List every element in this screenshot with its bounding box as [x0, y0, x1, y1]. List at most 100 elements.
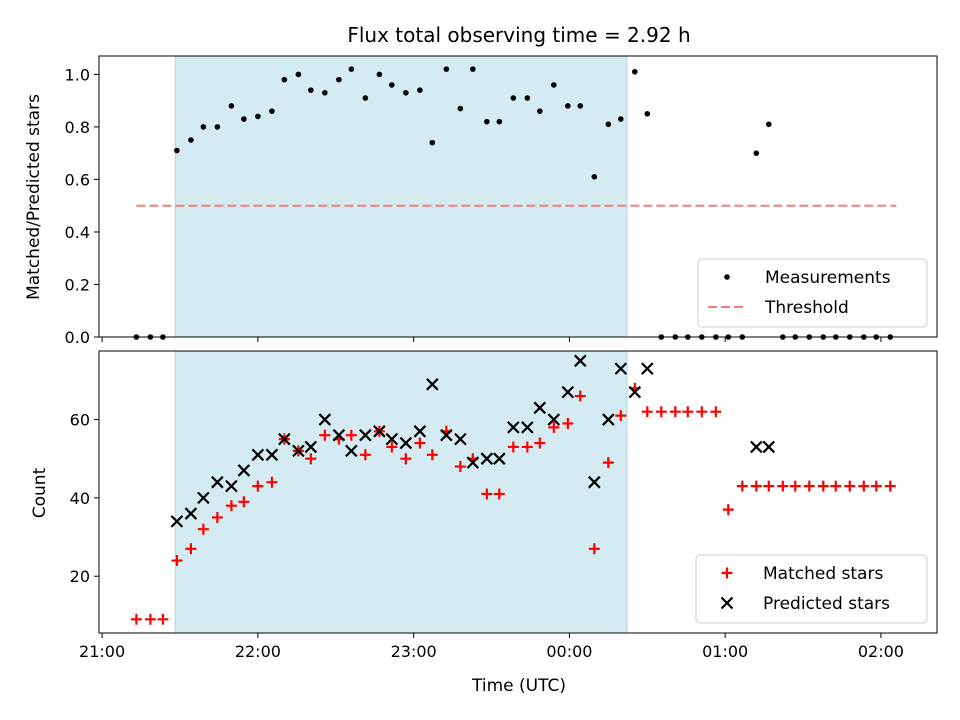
- predicted-star-point: [533, 401, 547, 415]
- measurement-point: [443, 66, 450, 72]
- matched-star-point: [454, 461, 466, 473]
- matched-star-point: [305, 453, 317, 465]
- top-y-tick-label: 1.0: [65, 65, 90, 84]
- matched-star-point: [414, 437, 426, 449]
- matched-star-point: [507, 441, 519, 453]
- matched-star-point: [615, 410, 627, 422]
- matched-star-point: [252, 480, 264, 492]
- legend-matched-marker: [721, 567, 733, 579]
- predicted-star-point: [493, 452, 506, 465]
- predicted-star-point: [184, 507, 198, 520]
- matched-star-point: [144, 613, 156, 625]
- predicted-star-point: [750, 440, 763, 454]
- measurement-point: [753, 150, 760, 156]
- legend-predicted-label: Predicted stars: [763, 594, 890, 614]
- matched-star-point: [386, 441, 398, 453]
- matched-star-point: [722, 504, 734, 516]
- x-tick-label: 01:00: [702, 642, 748, 661]
- matched-star-point: [157, 613, 169, 625]
- matched-star-point: [171, 555, 183, 567]
- matched-star-point: [777, 480, 789, 492]
- x-tick-label: 22:00: [235, 642, 281, 661]
- measurement-point: [429, 139, 436, 146]
- matched-star-point: [225, 500, 237, 512]
- legend-matched-label: Matched stars: [763, 564, 883, 584]
- predicted-star-point: [561, 385, 575, 399]
- legend-predicted-marker: [720, 596, 734, 610]
- measurement-point: [524, 95, 531, 101]
- top-plot-frame: [98, 55, 938, 338]
- matched-star-point: [710, 406, 722, 418]
- measurement-point: [281, 76, 288, 83]
- matched-star-point: [736, 480, 748, 492]
- measurement-point: [241, 116, 247, 122]
- matched-star-point: [789, 480, 801, 492]
- predicted-star-point: [225, 479, 238, 493]
- legend-measurements-marker: [724, 274, 730, 280]
- bottom-y-tick-label: 60: [70, 411, 90, 430]
- bottom-y-axis-label: Count: [30, 467, 50, 518]
- bottom-plot-frame: [98, 350, 938, 634]
- predicted-star-point: [480, 452, 494, 465]
- matched-star-point: [400, 453, 412, 465]
- measurement-point: [214, 124, 221, 130]
- predicted-star-point: [399, 436, 413, 450]
- predicted-star-point: [466, 456, 480, 469]
- predicted-star-point: [574, 354, 587, 368]
- matched-star-point: [858, 480, 870, 492]
- predicted-star-point: [332, 428, 346, 442]
- predicted-star-point: [385, 432, 399, 446]
- measurement-point: [322, 89, 328, 96]
- predicted-star-point: [345, 444, 358, 458]
- matched-star-point: [641, 406, 653, 418]
- matched-star-point: [655, 406, 667, 418]
- predicted-star-point: [237, 464, 251, 477]
- matched-star-point: [884, 480, 896, 492]
- matched-star-point: [359, 449, 371, 461]
- matched-star-point: [750, 480, 762, 492]
- matched-star-point: [185, 543, 197, 555]
- predicted-star-point: [292, 444, 305, 458]
- measurement-point: [457, 105, 464, 112]
- measurement-point: [632, 68, 638, 75]
- measurement-point: [403, 89, 409, 96]
- measurement-point: [537, 108, 543, 114]
- bottom-panel: 20 40 60 21:00 22:00 23:00 00:00 01:00 02:00 Matc…: [70, 350, 938, 661]
- bottom-shaded-region: [175, 351, 628, 633]
- predicted-star-point: [641, 362, 654, 375]
- x-tick-label: 23:00: [391, 642, 437, 661]
- measurement-point: [200, 124, 207, 130]
- top-legend-box: [697, 258, 928, 328]
- matched-star-point: [493, 488, 505, 500]
- measurement-point: [295, 71, 302, 78]
- matched-star-point: [870, 480, 882, 492]
- predicted-star-point: [426, 378, 439, 391]
- predicted-star-point: [602, 413, 615, 426]
- predicted-star-point: [521, 421, 534, 434]
- predicted-star-point: [440, 428, 453, 442]
- x-axis-label: Time (UTC): [471, 676, 566, 696]
- predicted-star-point: [413, 425, 427, 438]
- matched-star-point: [844, 480, 856, 492]
- measurement-point: [565, 103, 571, 109]
- measurement-point: [174, 147, 180, 154]
- matched-star-point: [266, 476, 278, 488]
- predicted-star-point: [318, 413, 332, 426]
- measurement-point: [470, 66, 476, 72]
- measurement-point: [376, 71, 383, 78]
- legend-measurements-label: Measurements: [765, 268, 891, 288]
- top-y-tick-label: 0.6: [65, 170, 90, 189]
- measurement-point: [591, 174, 598, 180]
- x-tick-label: 02:00: [858, 642, 904, 661]
- top-y-tick-label: 0.8: [65, 118, 90, 137]
- matched-star-point: [602, 457, 614, 469]
- matched-star-point: [763, 480, 775, 492]
- matched-star-point: [682, 406, 694, 418]
- predicted-star-point: [211, 475, 224, 489]
- matched-star-point: [669, 406, 681, 418]
- predicted-star-point: [197, 491, 210, 505]
- measurement-point: [551, 82, 557, 88]
- matched-star-point: [319, 429, 331, 441]
- predicted-star-point: [278, 432, 291, 446]
